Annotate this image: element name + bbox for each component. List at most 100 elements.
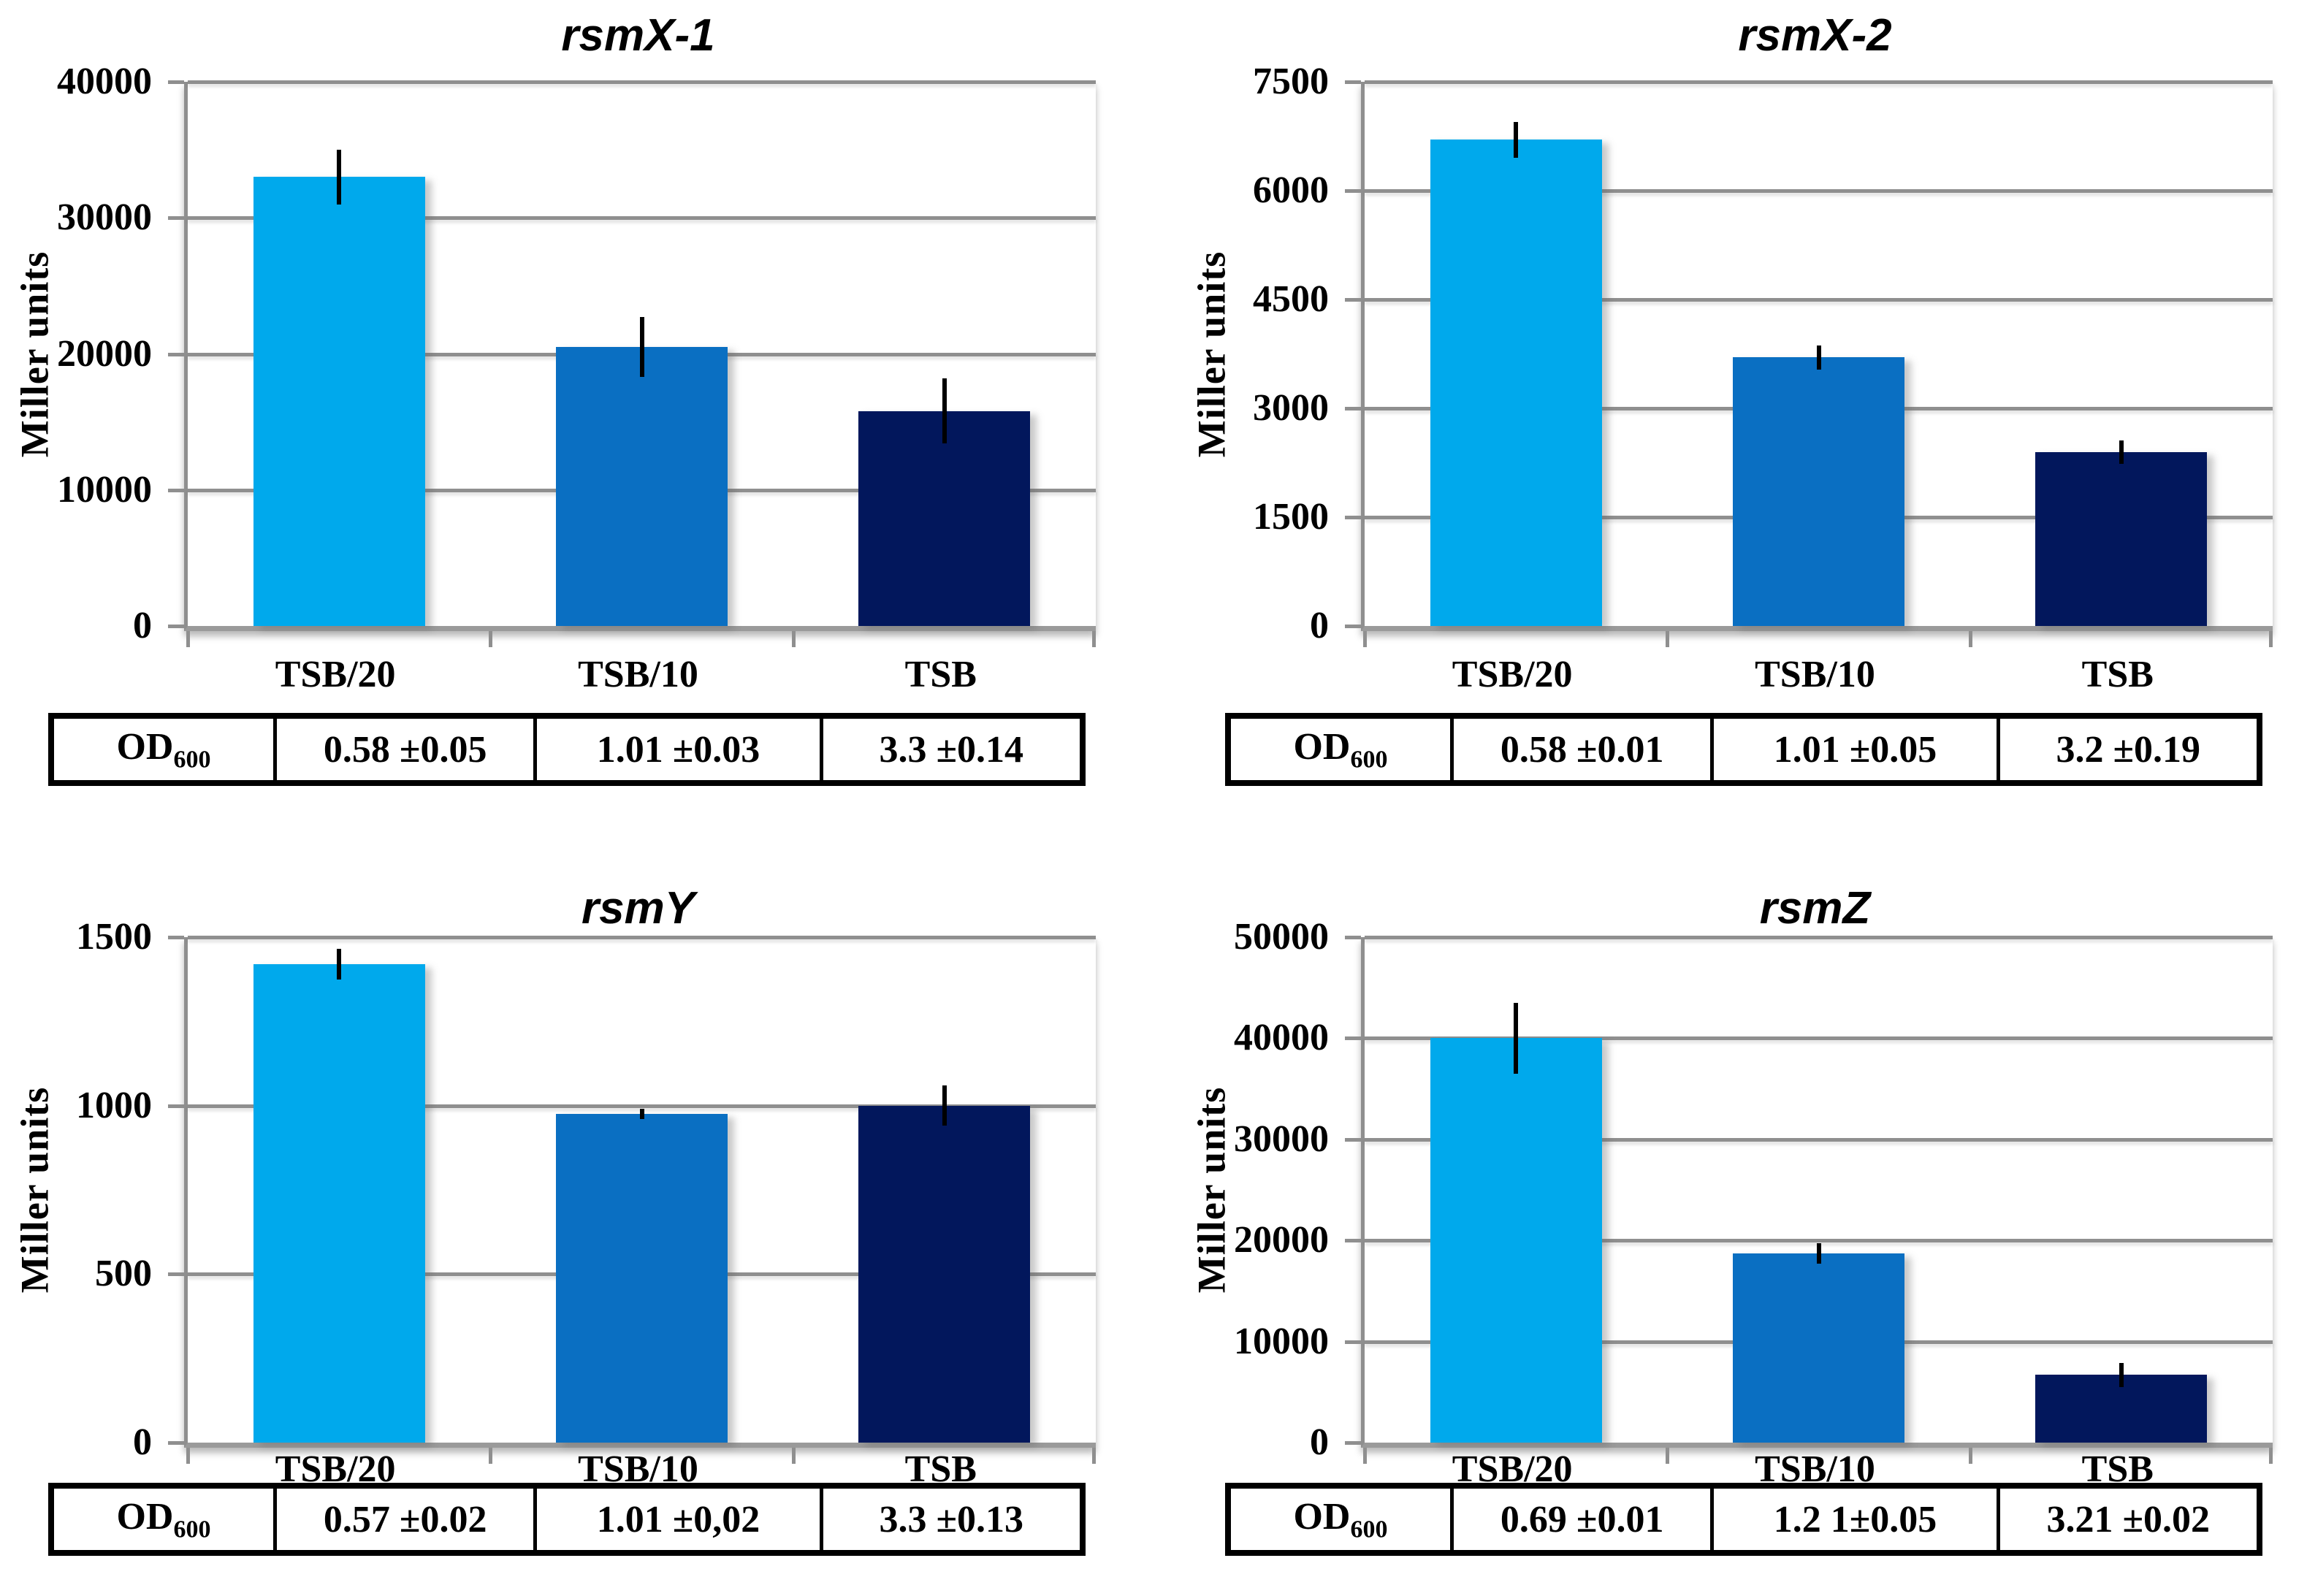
chart-title: rsmZ	[1759, 883, 1871, 933]
od-subscript: 600	[1350, 746, 1388, 774]
od600-value-cell: 1.2 1±0.05	[1710, 1484, 2000, 1555]
x-axis-tick-mark	[791, 1448, 796, 1464]
chart-panel-rsmz: rsmZ Miller units 0 10000 20000 30000 40000 5…	[1178, 798, 2307, 1596]
x-axis-tick-mark	[1363, 1448, 1367, 1464]
y-axis-tick-mark	[1345, 936, 1361, 939]
gridline	[1365, 1036, 2273, 1041]
error-bar	[1514, 1002, 1519, 1074]
error-bar	[639, 1109, 644, 1120]
plot-area	[168, 80, 1096, 647]
bar-tsb	[858, 1105, 1031, 1443]
y-axis-tick-labels: 0 500 1000 1500	[1, 798, 152, 1596]
od600-header-cell: OD600	[49, 1484, 277, 1555]
bar-tsb-20	[253, 963, 425, 1443]
y-axis-tick-label: 0	[1310, 1421, 1329, 1463]
x-axis-category-labels: TSB/20 TSB/10 TSB	[1361, 652, 2269, 703]
od600-value-cell: 3.3 ±0.13	[819, 1484, 1085, 1555]
y-axis-tick-mark	[168, 216, 184, 221]
gridline	[1365, 936, 2273, 939]
od600-value-cell: 1.01 ±0.03	[533, 714, 823, 785]
plot-area	[168, 936, 1096, 1464]
table-row: OD600 0.58 ±0.05 1.01 ±0.03 3.3 ±0.14	[49, 714, 1085, 785]
x-axis-tick-mark	[1092, 1448, 1096, 1464]
gridline	[1365, 189, 2273, 193]
chart-title: rsmX-1	[561, 10, 715, 61]
bar-tsb	[858, 411, 1031, 626]
y-axis-tick-label: 40000	[1234, 1017, 1329, 1059]
table-row: OD600 0.57 ±0.02 1.01 ±0,02 3.3 ±0.13	[49, 1484, 1085, 1555]
y-axis-tick-mark	[1345, 407, 1361, 411]
y-axis-tick-label: 500	[95, 1253, 152, 1295]
x-axis-tick-mark	[1666, 1448, 1670, 1464]
y-axis-tick-label: 1500	[1253, 496, 1329, 538]
gridline	[188, 936, 1096, 939]
y-axis-tick-mark	[168, 625, 184, 628]
od600-table: OD600 0.57 ±0.02 1.01 ±0,02 3.3 ±0.13	[48, 1483, 1086, 1556]
x-axis-category-label: TSB/20	[1452, 654, 1573, 695]
gridline	[1365, 1137, 2273, 1142]
y-axis-tick-mark	[168, 1104, 184, 1108]
x-axis-tick-mark	[1666, 631, 1670, 647]
x-axis-tick-mark	[186, 1448, 190, 1464]
gridline	[188, 216, 1096, 221]
gridline	[188, 1104, 1096, 1108]
y-axis-tick-mark	[1345, 1340, 1361, 1344]
od-label: OD	[116, 725, 174, 768]
x-axis-tick-mark	[1363, 631, 1367, 647]
od600-header-cell: OD600	[1226, 1484, 1454, 1555]
y-axis-tick-label: 0	[133, 605, 152, 646]
od600-value-cell: 3.3 ±0.14	[819, 714, 1085, 785]
y-axis-tick-label: 7500	[1253, 61, 1329, 102]
od600-value-cell: 0.57 ±0.02	[272, 1484, 538, 1555]
error-bar	[1816, 345, 1821, 370]
y-axis-tick-label: 30000	[57, 196, 152, 239]
od-label: OD	[116, 1495, 174, 1538]
y-axis-tick-mark	[1345, 1441, 1361, 1445]
gridline	[1365, 80, 2273, 84]
error-bar	[337, 150, 342, 205]
y-axis-tick-label: 20000	[57, 332, 152, 375]
y-axis-tick-mark	[168, 936, 184, 939]
error-bar	[2119, 440, 2124, 464]
error-bar	[1514, 121, 1519, 159]
y-axis-tick-mark	[1345, 1137, 1361, 1142]
error-bar	[639, 317, 644, 378]
y-axis-tick-label: 0	[1310, 605, 1329, 646]
y-axis-tick-mark	[1345, 298, 1361, 302]
gridline	[1365, 1239, 2273, 1243]
x-axis-tick-mark	[489, 1448, 493, 1464]
y-axis-tick-labels: 0 10000 20000 30000 40000 50000	[1178, 798, 1329, 1596]
y-axis-tick-mark	[168, 488, 184, 492]
od-subscript: 600	[173, 1516, 211, 1543]
od600-value-cell: 3.2 ±0.19	[1996, 714, 2262, 785]
y-axis-tick-mark	[1345, 80, 1361, 84]
od-subscript: 600	[1350, 1516, 1388, 1543]
y-axis-tick-mark	[1345, 516, 1361, 519]
y-axis-tick-mark	[1345, 189, 1361, 193]
od600-value-cell: 3.21 ±0.02	[1996, 1484, 2262, 1555]
chart-panel-rsmx-2: rsmX-2 Miller units 0 1500 3000 4500 6000 750…	[1178, 0, 2307, 798]
y-axis-tick-mark	[1345, 1239, 1361, 1243]
od600-header-cell: OD600	[49, 714, 277, 785]
x-axis-tick-mark	[1092, 631, 1096, 647]
y-axis-tick-mark	[168, 1441, 184, 1445]
y-axis-tick-labels: 0 1500 3000 4500 6000 7500	[1178, 0, 1329, 798]
error-bar	[1816, 1243, 1821, 1264]
y-axis-tick-label: 10000	[57, 468, 152, 511]
y-axis-tick-label: 40000	[57, 61, 152, 102]
table-row: OD600 0.58 ±0.01 1.01 ±0.05 3.2 ±0.19	[1226, 714, 2262, 785]
x-axis-category-label: TSB	[2081, 654, 2154, 695]
od600-header-cell: OD600	[1226, 714, 1454, 785]
bar-tsb-10	[1733, 357, 1904, 626]
gridline	[1365, 298, 2273, 302]
error-bar	[942, 1085, 947, 1126]
od600-value-cell: 1.01 ±0,02	[533, 1484, 823, 1555]
plot-area	[1345, 80, 2273, 647]
bar-tsb-10	[1733, 1253, 1904, 1443]
y-axis-tick-label: 0	[133, 1421, 152, 1463]
x-axis-tick-mark	[2269, 1448, 2273, 1464]
od600-value-cell: 0.69 ±0.01	[1449, 1484, 1715, 1555]
x-axis-tick-mark	[1968, 1448, 1972, 1464]
y-axis-tick-mark	[168, 352, 184, 356]
